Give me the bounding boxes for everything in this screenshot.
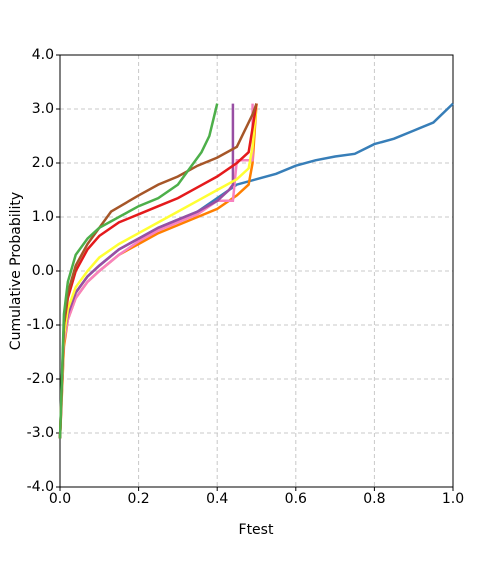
- x-tick-label: 0.4: [206, 491, 228, 507]
- x-tick-label: 0.2: [127, 491, 149, 507]
- data-line: [58, 103, 219, 439]
- x-tick-label: 0.8: [363, 491, 385, 507]
- x-tick-label: 0.6: [285, 491, 307, 507]
- data-line: [58, 103, 258, 439]
- x-axis-label: Ftest: [239, 522, 274, 538]
- y-tick-label: -3.0: [27, 425, 54, 441]
- y-tick-label: -2.0: [27, 371, 54, 387]
- y-tick-label: 3.0: [32, 101, 54, 117]
- y-axis-label: Cumulative Probability: [8, 192, 24, 350]
- data-line: [58, 103, 258, 439]
- y-tick-label: 4.0: [32, 47, 54, 63]
- x-tick-label: 0.0: [49, 491, 71, 507]
- y-tick-label: -1.0: [27, 317, 54, 333]
- y-tick-label: 0.0: [32, 263, 54, 279]
- y-tick-label: 2.0: [32, 155, 54, 171]
- y-tick-label: 1.0: [32, 209, 54, 225]
- plot-frame: [59, 54, 454, 488]
- data-line: [58, 103, 258, 439]
- y-tick-label: -4.0: [27, 479, 54, 495]
- data-line: [58, 103, 235, 439]
- x-tick-label: 1.0: [442, 491, 464, 507]
